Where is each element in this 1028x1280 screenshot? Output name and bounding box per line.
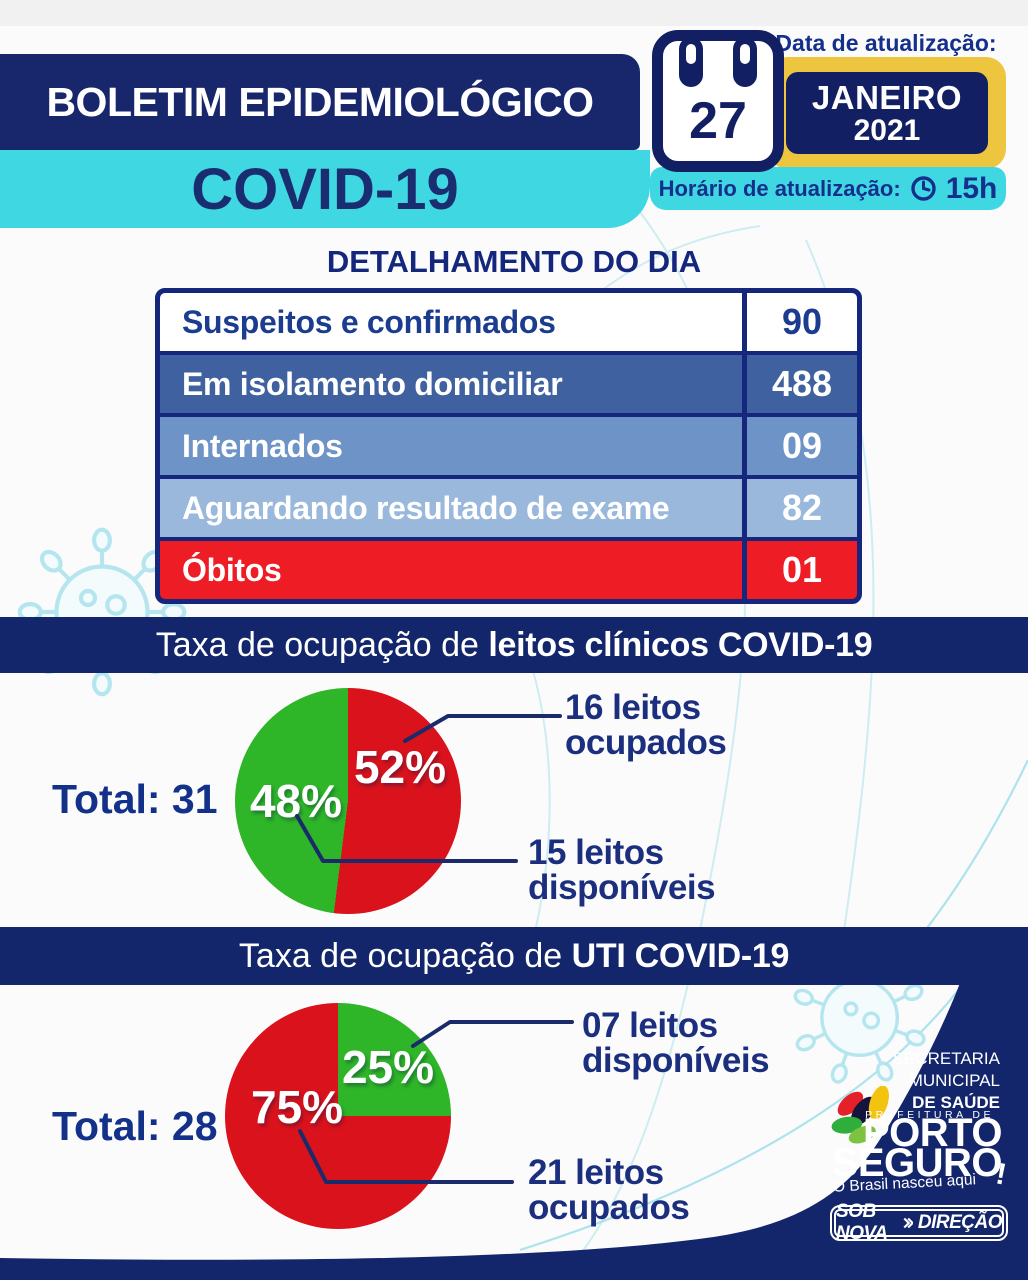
- secretaria-line: MUNICIPAL: [908, 1071, 1000, 1090]
- calendar-icon: 27: [652, 30, 784, 172]
- icu-banner: Taxa de ocupação de UTI COVID-19: [0, 927, 1028, 985]
- icu-total-label: Total: 28: [52, 1103, 218, 1149]
- row-value: 90: [742, 293, 857, 351]
- secretaria-line: SECRETARIA: [892, 1049, 1000, 1068]
- table-row: Suspeitos e confirmados 90: [160, 293, 857, 351]
- year-label: 2021: [853, 114, 921, 147]
- page-margin-strip: [0, 0, 1028, 26]
- time-update-bar: Horário de atualização: 15h: [650, 167, 1006, 210]
- row-value: 01: [742, 541, 857, 599]
- pie-slice-label: 48%: [249, 775, 343, 827]
- pie-slice-label: 75%: [250, 1081, 344, 1133]
- badge-inner: SOB NOVA DIREÇÃO: [834, 1201, 1004, 1244]
- row-label: Em isolamento domiciliar: [182, 365, 563, 402]
- row-label: Internados: [182, 427, 343, 464]
- table-row: Em isolamento domiciliar 488: [160, 355, 857, 413]
- details-table: Suspeitos e confirmados 90 Em isolamento…: [155, 288, 862, 604]
- badge-left-text: SOB NOVA: [836, 1201, 888, 1244]
- row-value: 09: [742, 417, 857, 475]
- covid-subtitle: COVID-19: [191, 156, 459, 222]
- details-title: DETALHAMENTO DO DIA: [326, 244, 702, 279]
- row-label: Aguardando resultado de exame: [182, 489, 670, 526]
- pie-slice-label: 52%: [353, 741, 447, 793]
- chevron-right-icon: [903, 1217, 913, 1229]
- header-subtitle-bar: COVID-19: [0, 150, 650, 228]
- porto-seguro-wordmark: PORTO SEGURO: [832, 1113, 1003, 1183]
- calendar-ring-icon: [733, 37, 757, 87]
- banner-text: Taxa de ocupação de: [238, 936, 572, 975]
- callout-line: 07 leitos: [582, 1006, 718, 1045]
- occupied-icu-callout: 21 leitos ocupados: [528, 1153, 690, 1227]
- row-label: Óbitos: [182, 551, 282, 588]
- row-label: Suspeitos e confirmados: [182, 303, 556, 340]
- time-value: 15h: [945, 171, 998, 205]
- callout-line: disponíveis: [528, 868, 716, 907]
- available-icu-callout: 07 leitos disponíveis: [582, 1006, 770, 1080]
- callout-line: 15 leitos: [528, 833, 664, 872]
- page-title: BOLETIM EPIDEMIOLÓGICO: [46, 78, 594, 125]
- time-update-label: Horário de atualização:: [658, 175, 901, 201]
- occupied-beds-callout: 16 leitos ocupados: [565, 688, 727, 762]
- sob-nova-direcao-badge: SOB NOVA DIREÇÃO: [830, 1201, 1008, 1244]
- callout-line: ocupados: [528, 1188, 690, 1227]
- secretaria-label: SECRETARIA MUNICIPAL DE SAÚDE: [893, 1048, 1000, 1114]
- clock-icon: [910, 176, 936, 201]
- header-title-bar: BOLETIM EPIDEMIOLÓGICO: [0, 54, 640, 150]
- callout-line: ocupados: [565, 723, 727, 762]
- clinical-beds-banner: Taxa de ocupação de leitos clínicos COVI…: [0, 617, 1028, 673]
- available-beds-callout: 15 leitos disponíveis: [528, 833, 716, 907]
- banner-text: Taxa de ocupação de: [155, 625, 489, 664]
- table-row-deaths: Óbitos 01: [160, 541, 857, 599]
- table-row: Aguardando resultado de exame 82: [160, 479, 857, 537]
- table-row: Internados 09: [160, 417, 857, 475]
- banner-text-bold: UTI COVID-19: [571, 936, 790, 975]
- calendar-day: 27: [689, 92, 747, 150]
- row-value: 488: [742, 355, 857, 413]
- row-value: 82: [742, 479, 857, 537]
- banner-text-bold: leitos clínicos COVID-19: [488, 625, 873, 664]
- clinical-total-label: Total: 31: [52, 776, 218, 822]
- badge-right-text: DIREÇÃO: [917, 1212, 1003, 1233]
- callout-line: disponíveis: [582, 1041, 770, 1080]
- callout-line: 21 leitos: [528, 1153, 664, 1192]
- month-label: JANEIRO: [811, 79, 963, 116]
- month-year-badge: JANEIRO 2021: [786, 72, 988, 154]
- callout-line: 16 leitos: [565, 688, 701, 727]
- date-update-label: Data de atualização:: [775, 30, 997, 56]
- calendar-ring-icon: [679, 37, 703, 87]
